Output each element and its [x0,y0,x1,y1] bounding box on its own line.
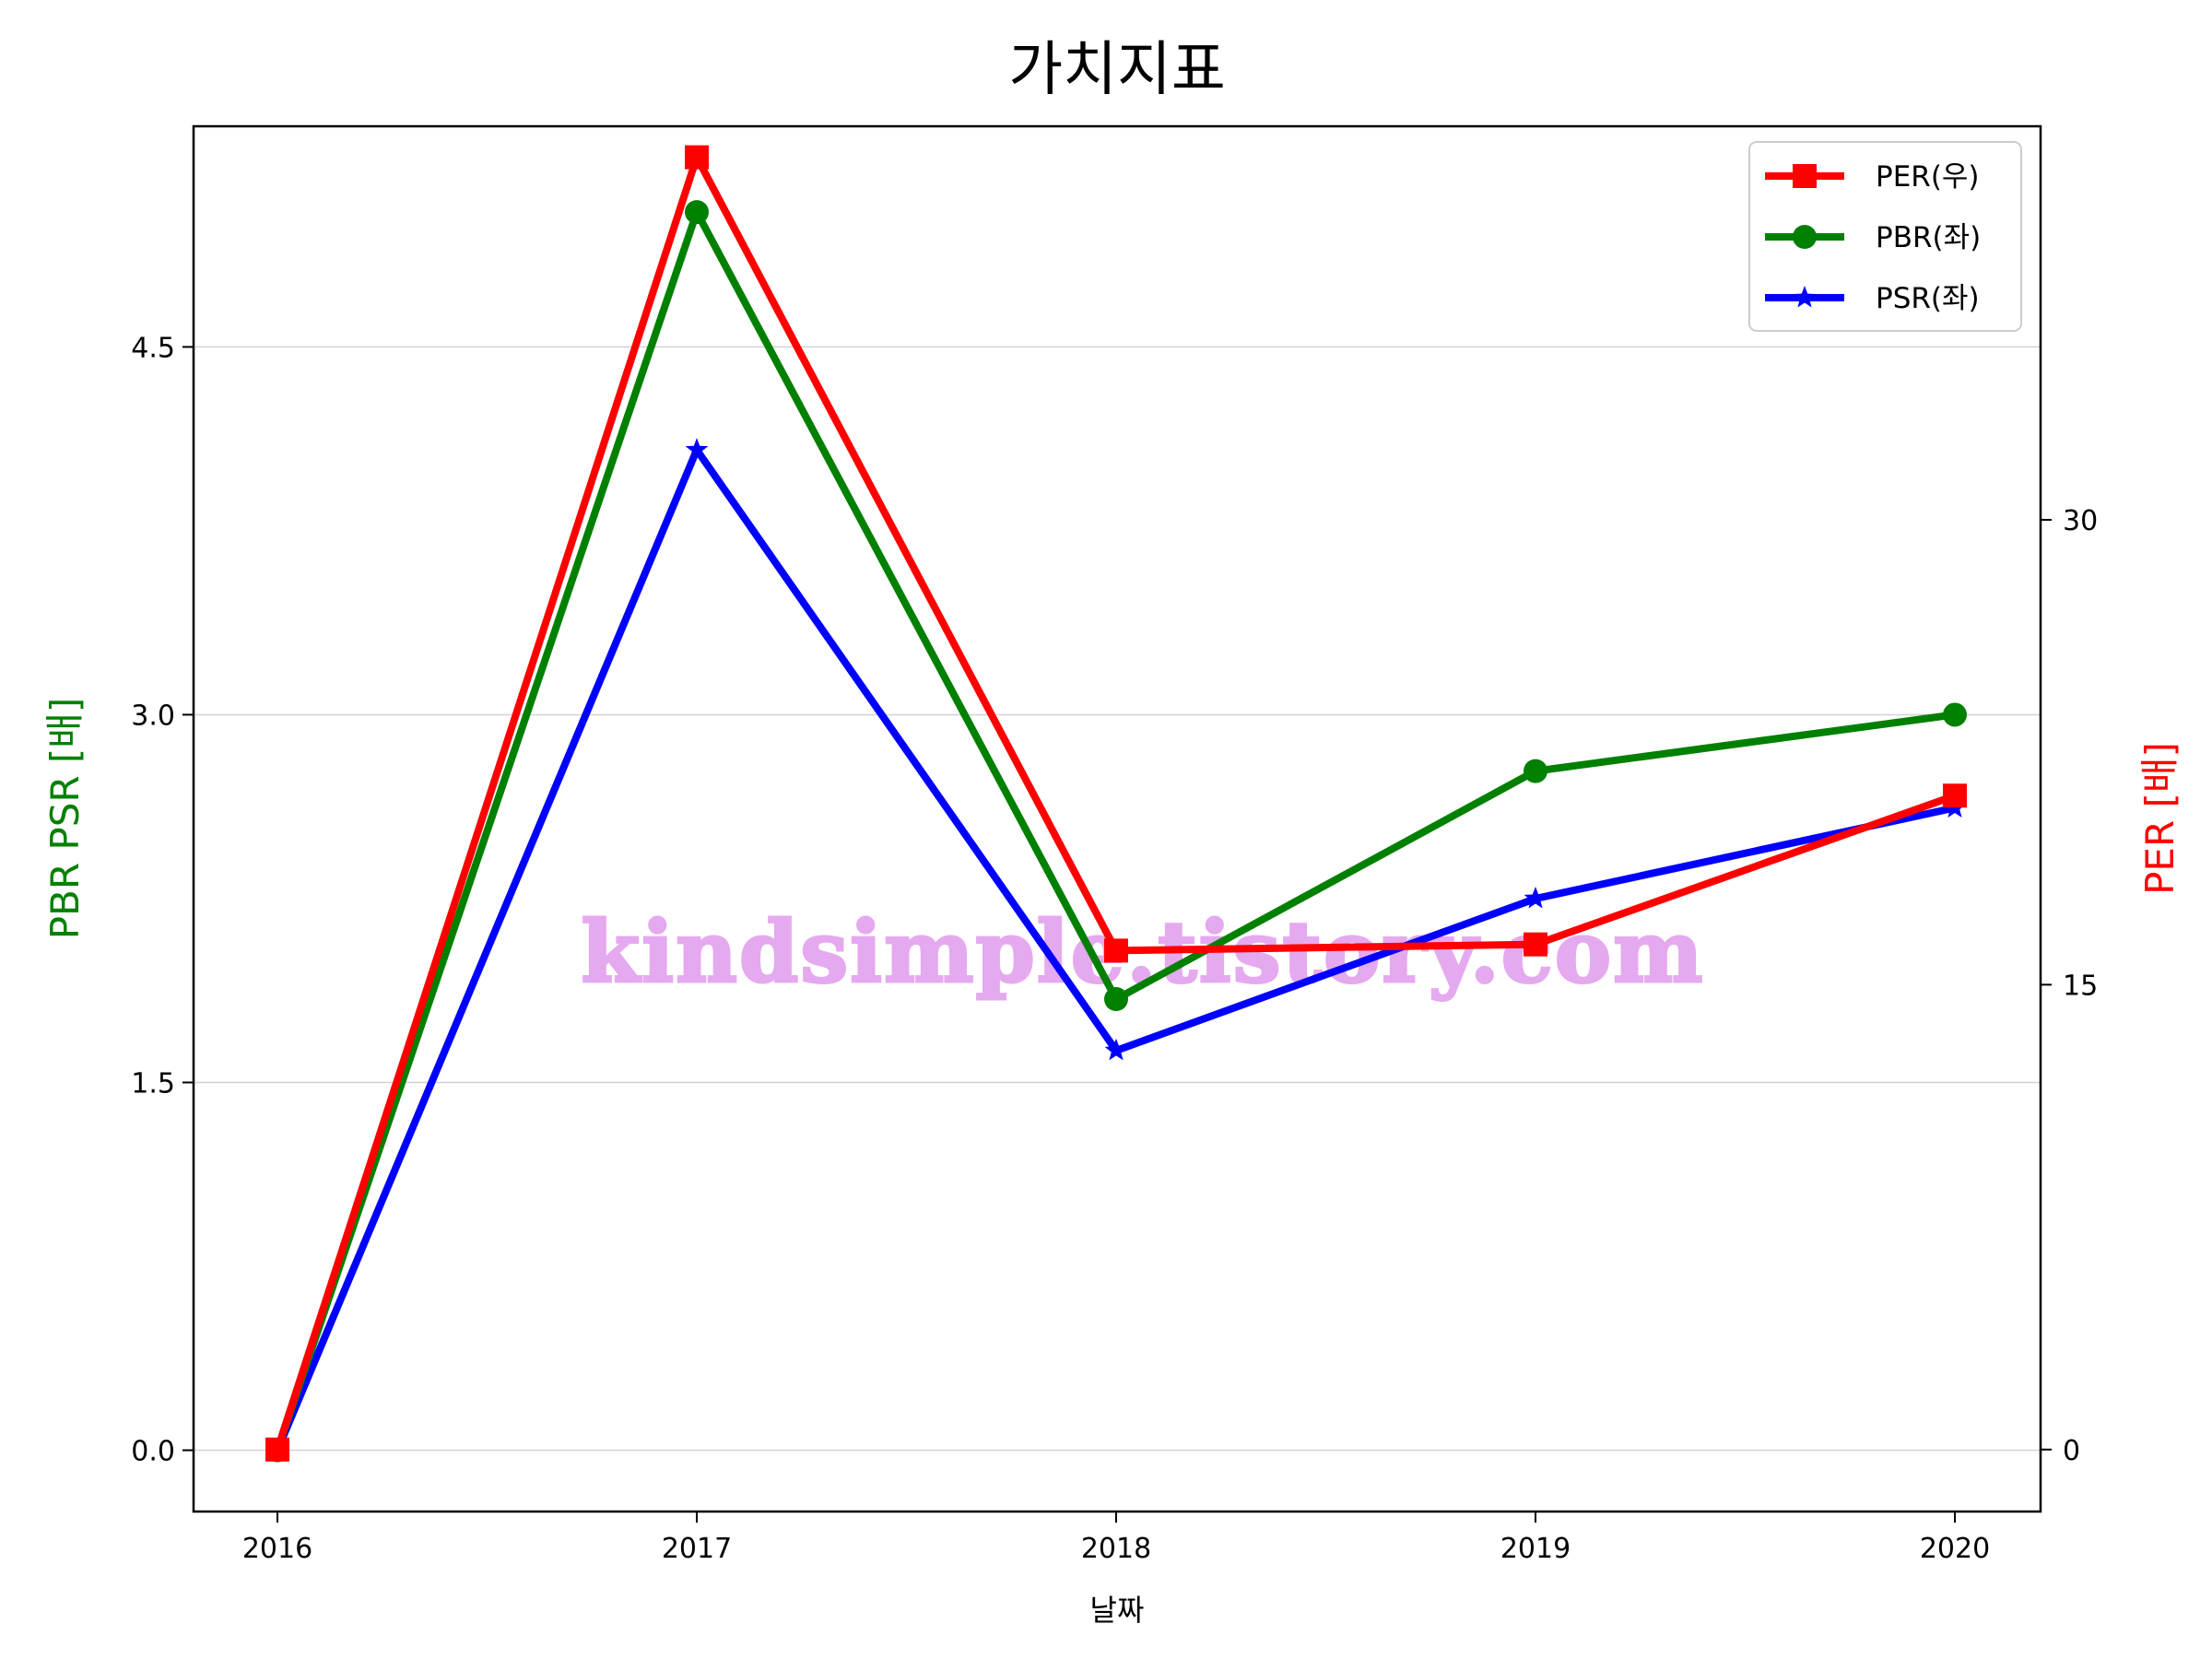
x-axis: 2016 2017 2018 2019 2020 [242,1512,1990,1565]
left-tick-label: 3.0 [131,700,175,732]
series-layer [265,145,1967,1463]
x-tick-label: 2018 [1081,1533,1151,1565]
series-pbr-point [685,200,709,225]
series-pbr-point [1524,759,1547,783]
legend: PER(우) PBR(좌) PSR(좌) [1748,141,2022,332]
x-tick-label: 2020 [1920,1533,1990,1565]
legend-item-per: PER(우) [1765,160,1980,194]
left-tick-label: 0.0 [131,1435,175,1467]
legend-label: PSR(좌) [1876,282,1980,315]
series-per-point [265,1437,289,1462]
series-psr-point [1104,1038,1128,1061]
series-per-point [1104,938,1128,963]
grid-lines [194,346,2041,1452]
x-tick-label: 2017 [662,1533,732,1565]
series-per-point [1943,783,1967,808]
x-axis-label: 날짜 [1090,1593,1145,1628]
right-tick-label: 0 [2063,1435,2080,1467]
series-psr-point [685,438,709,460]
right-tick-label: 15 [2063,970,2098,1002]
series-per-point [1524,932,1547,957]
chart-title: 가치지표 [1008,36,1226,104]
series-per-point [685,145,709,170]
x-tick-label: 2019 [1500,1533,1571,1565]
x-tick-label: 2016 [242,1533,312,1565]
left-tick-label: 4.5 [131,332,175,364]
series-per [265,145,1967,1462]
legend-item-pbr: PBR(좌) [1765,221,1981,254]
left-y-axis-label: PBR PSR [배] [42,698,88,940]
left-y-axis: 0.0 1.5 3.0 4.5 [131,332,194,1467]
legend-swatch-marker [1793,225,1817,249]
series-pbr-point [1104,987,1128,1012]
right-y-axis: 0 15 30 [2041,505,2098,1467]
legend-items: PER(우) PBR(좌) PSR(좌) [1765,160,1981,315]
right-tick-label: 30 [2063,505,2098,537]
series-pbr-point [1943,702,1967,727]
series-psr-point [1524,887,1547,909]
legend-swatch-marker [1793,286,1817,308]
left-tick-label: 1.5 [131,1067,175,1100]
legend-label: PBR(좌) [1876,221,1981,254]
right-y-axis-label: PER [배] [2137,742,2183,895]
legend-swatch-marker [1793,164,1817,188]
legend-label: PER(우) [1876,160,1980,194]
legend-item-psr: PSR(좌) [1765,282,1980,315]
legend-box [1748,141,2022,332]
